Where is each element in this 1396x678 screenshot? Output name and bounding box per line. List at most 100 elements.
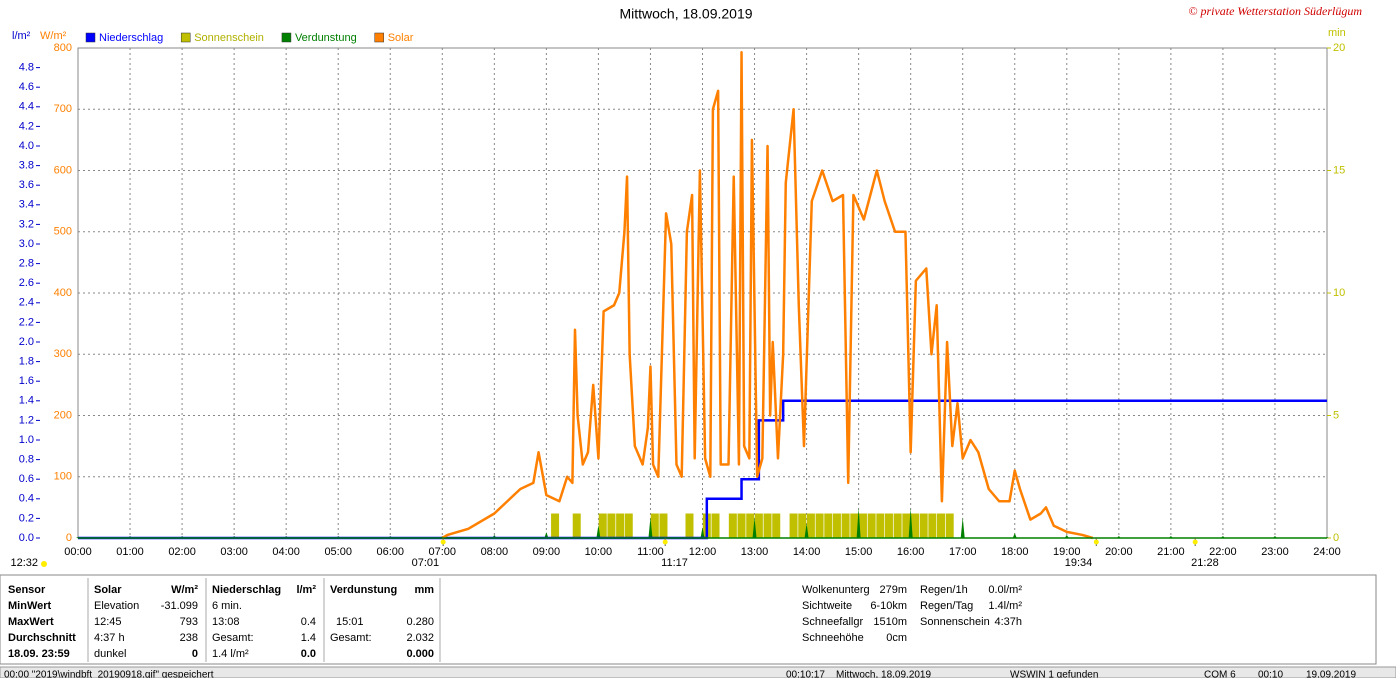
table-cell: Sensor xyxy=(8,584,46,596)
sunshine-bar xyxy=(728,513,737,538)
y2-tick-label: 2.8 xyxy=(19,258,34,270)
table-cell: 0.0 xyxy=(301,648,316,660)
sunshine-bar xyxy=(858,513,867,538)
sunshine-bar xyxy=(616,513,625,538)
table-cell: MaxWert xyxy=(8,616,54,628)
copyright: © private Wetterstation Süderlügum xyxy=(1188,4,1362,18)
evaporation-spike xyxy=(856,507,861,538)
table-cell: 0 xyxy=(192,648,198,660)
sunshine-bar xyxy=(685,513,694,538)
status-text: 00:10 xyxy=(1258,670,1283,678)
evaporation-spike xyxy=(804,523,809,538)
x-tick-label: 13:00 xyxy=(741,546,769,558)
x-tick-label: 17:00 xyxy=(949,546,977,558)
legend-label: Niederschlag xyxy=(99,32,163,44)
x-tick-label: 16:00 xyxy=(897,546,925,558)
annotation-label: 07:01 xyxy=(412,557,440,569)
table-cell: 0.280 xyxy=(406,616,434,628)
status-bar xyxy=(0,666,1396,678)
table-cell: 4:37 h xyxy=(94,632,125,644)
sunshine-bar xyxy=(876,513,885,538)
sunshine-bar xyxy=(659,513,668,538)
y2-tick-label: 0.6 xyxy=(19,473,34,485)
sunshine-bar xyxy=(928,513,937,538)
x-tick-label: 14:00 xyxy=(793,546,821,558)
sunshine-bar xyxy=(572,513,581,538)
sunshine-bar xyxy=(798,513,807,538)
x-tick-label: 12:00 xyxy=(689,546,717,558)
evaporation-spike xyxy=(544,532,549,538)
y2-tick-label: 3.2 xyxy=(19,218,34,230)
table-cell: Elevation xyxy=(94,600,139,612)
y2-tick-label: 4.6 xyxy=(19,81,34,93)
y-tick-label: 300 xyxy=(54,348,72,360)
sunshine-bar xyxy=(937,513,946,538)
table-cell: MinWert xyxy=(8,600,52,612)
sunshine-bar xyxy=(711,513,720,538)
legend-swatch xyxy=(281,32,292,43)
evaporation-spike xyxy=(1012,533,1017,538)
table-cell: 238 xyxy=(180,632,198,644)
sunshine-bar xyxy=(650,513,659,538)
table-cell: Solar xyxy=(94,584,122,596)
sun-marker xyxy=(662,539,668,545)
x-tick-label: 01:00 xyxy=(116,546,144,558)
sunshine-bar xyxy=(945,513,954,538)
table-cell: Niederschlag xyxy=(212,584,281,596)
y-tick-label: 100 xyxy=(54,471,72,483)
sunshine-bar xyxy=(815,513,824,538)
sun-marker xyxy=(1093,539,1099,545)
sunshine-bar xyxy=(754,513,763,538)
info-label: Sonnenschein xyxy=(920,616,990,628)
x-tick-label: 15:00 xyxy=(845,546,873,558)
y2-tick-label: 2.6 xyxy=(19,277,34,289)
info-value: 279m xyxy=(879,584,907,596)
evaporation-spike xyxy=(752,517,757,538)
table-cell: 13:08 xyxy=(212,616,240,628)
y2-tick-label: 2.4 xyxy=(19,297,34,309)
y2-label: l/m² xyxy=(12,30,31,42)
y2-tick-label: 1.4 xyxy=(19,395,34,407)
y2-tick-label: 4.4 xyxy=(19,101,34,113)
sunshine-bar xyxy=(919,513,928,538)
sunshine-bar xyxy=(624,513,633,538)
legend-swatch xyxy=(374,32,384,43)
legend-label: Solar xyxy=(388,32,414,44)
evaporation-spike xyxy=(960,517,965,538)
table-cell: Gesamt: xyxy=(330,632,372,644)
legend-swatch xyxy=(85,32,96,43)
y2-tick-label: 1.6 xyxy=(19,375,34,387)
x-tick-label: 07:00 xyxy=(429,546,457,558)
sunshine-bar xyxy=(902,513,911,538)
table-cell: Gesamt: xyxy=(212,632,254,644)
y2-tick-label: 3.6 xyxy=(19,179,34,191)
y2-tick-label: 0.4 xyxy=(19,493,34,505)
legend-swatch xyxy=(180,32,191,43)
table-cell: Durchschnitt xyxy=(8,632,76,644)
annotation-label: 19:34 xyxy=(1065,557,1093,569)
y-tick-label: 200 xyxy=(54,409,72,421)
sunshine-bar xyxy=(841,513,850,538)
status-text: 00:10:17 xyxy=(786,670,825,678)
legend-label: Sonnenschein xyxy=(194,32,264,44)
y3-label: min xyxy=(1328,27,1346,39)
y2-tick-label: 0.2 xyxy=(19,512,34,524)
info-label: Schneehöhe xyxy=(802,632,864,644)
x-tick-label: 05:00 xyxy=(324,546,352,558)
x-tick-label: 08:00 xyxy=(481,546,509,558)
sunshine-bar xyxy=(789,513,798,538)
y3-tick-label: 0 xyxy=(1333,532,1339,544)
annotation-label: 21:28 xyxy=(1191,557,1219,569)
sunshine-bar xyxy=(893,513,902,538)
table-cell: l/m² xyxy=(296,584,316,596)
x-tick-label: 20:00 xyxy=(1105,546,1133,558)
y-tick-label: 500 xyxy=(54,226,72,238)
stats-panel xyxy=(0,574,1377,665)
x-tick-label: 21:00 xyxy=(1157,546,1185,558)
y3-tick-label: 10 xyxy=(1333,287,1345,299)
info-value: 0.0l/m² xyxy=(988,584,1022,596)
x-tick-label: 10:00 xyxy=(585,546,613,558)
sunshine-bar xyxy=(824,513,833,538)
y2-tick-label: 4.0 xyxy=(19,140,34,152)
